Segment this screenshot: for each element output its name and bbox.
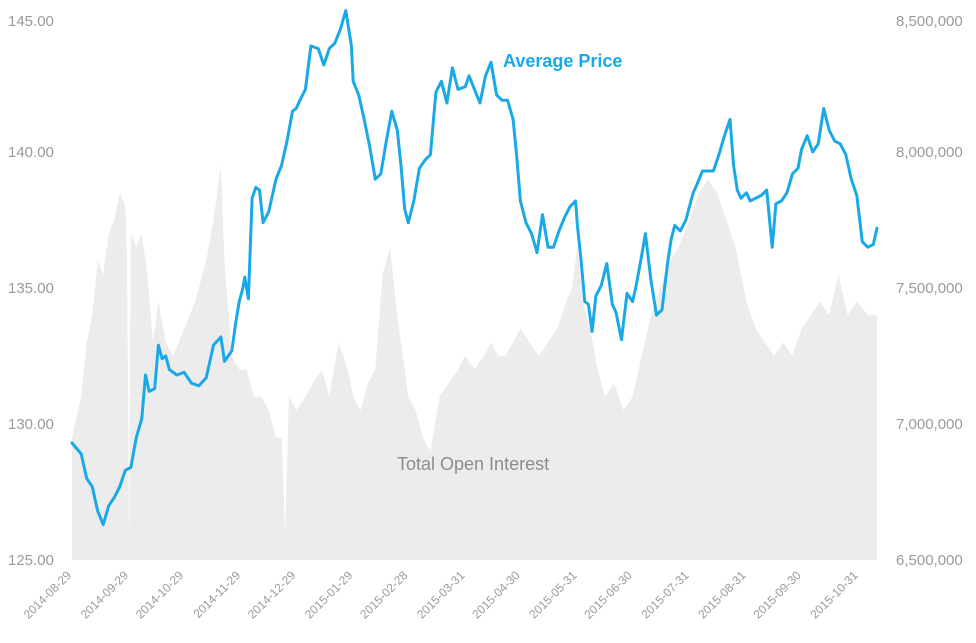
left-axis-tick-label: 145.00 <box>8 13 54 30</box>
average-price-line <box>70 9 879 527</box>
left-axis-tick-label: 135.00 <box>8 280 54 297</box>
x-axis-tick-label: 2015-09-30 <box>750 568 804 622</box>
x-axis: 2014-08-29 2014-09-29 2014-10-29 2014-11-29… <box>21 568 861 622</box>
series-label-average-price: Average Price <box>503 51 622 71</box>
left-axis-tick-label: 125.00 <box>8 552 54 569</box>
x-axis-tick-label: 2015-02-28 <box>357 568 411 622</box>
x-axis-tick-label: 2015-10-31 <box>807 568 861 622</box>
series-label-total-open-interest: Total Open Interest <box>397 454 549 474</box>
left-axis: 125.00 130.00 135.00 140.00 145.00 <box>8 13 54 569</box>
price-line-layer <box>70 9 879 527</box>
x-axis-tick-label: 2014-09-29 <box>78 568 132 622</box>
x-axis-tick-label: 2015-06-30 <box>581 568 635 622</box>
x-axis-tick-label: 2015-03-31 <box>414 568 468 622</box>
right-axis: 6,500,000 7,000,000 7,500,000 8,000,000 8,50… <box>896 13 963 569</box>
x-axis-tick-label: 2014-10-29 <box>133 568 187 622</box>
right-axis-tick-label: 8,500,000 <box>896 13 963 30</box>
right-axis-tick-label: 7,000,000 <box>896 416 963 433</box>
open-interest-area-layer <box>72 165 877 560</box>
x-axis-tick-label: 2014-12-29 <box>245 568 299 622</box>
left-axis-tick-label: 140.00 <box>8 144 54 161</box>
open-interest-area <box>72 165 877 560</box>
x-axis-tick-label: 2015-04-30 <box>469 568 523 622</box>
x-axis-tick-label: 2014-08-29 <box>21 568 75 622</box>
x-axis-tick-label: 2015-01-29 <box>302 568 356 622</box>
right-axis-tick-label: 7,500,000 <box>896 280 963 297</box>
x-axis-tick-label: 2015-05-31 <box>526 568 580 622</box>
left-axis-tick-label: 130.00 <box>8 416 54 433</box>
right-axis-tick-label: 6,500,000 <box>896 552 963 569</box>
x-axis-tick-label: 2015-08-31 <box>695 568 749 622</box>
x-axis-tick-label: 2014-11-29 <box>191 568 244 621</box>
right-axis-tick-label: 8,000,000 <box>896 144 963 161</box>
x-axis-tick-label: 2015-07-31 <box>638 568 692 622</box>
